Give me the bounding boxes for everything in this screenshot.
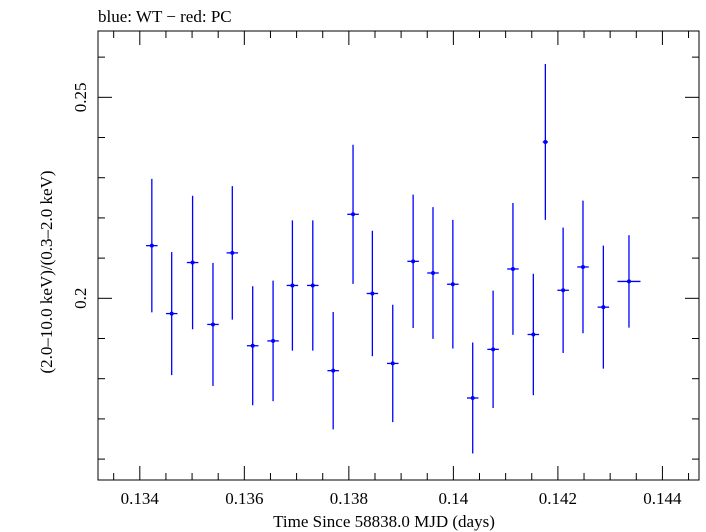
x-axis-label: Time Since 58838.0 MJD (days): [273, 512, 495, 531]
chart-title: blue: WT − red: PC: [98, 7, 232, 26]
x-tick-label: 0.142: [539, 489, 577, 508]
data-point: [146, 178, 158, 313]
data-point: [207, 262, 219, 386]
data-point: [557, 227, 569, 353]
x-tick-labels: 0.134 0.136 0.138 0.14 0.142 0.144: [121, 489, 682, 508]
axis-ticks: [98, 31, 699, 480]
x-tick-label: 0.144: [643, 489, 682, 508]
point-marker: [310, 283, 315, 288]
point-marker: [580, 264, 585, 269]
point-marker: [210, 322, 215, 327]
point-marker: [450, 282, 455, 287]
data-point: [186, 195, 199, 330]
y-tick-labels: 0.2 0.25: [71, 82, 90, 308]
data-point: [387, 304, 399, 423]
data-point: [447, 219, 459, 349]
plot-frame: [97, 30, 700, 481]
data-point: [597, 245, 610, 369]
point-marker: [149, 243, 154, 248]
data-point: [267, 280, 279, 402]
point-marker: [331, 368, 336, 373]
data-point: [427, 207, 439, 339]
point-marker: [601, 305, 606, 310]
point-marker: [351, 212, 356, 217]
x-tick-label: 0.134: [121, 489, 160, 508]
x-tick-label: 0.14: [438, 489, 468, 508]
x-tick-label: 0.136: [225, 489, 263, 508]
point-marker: [271, 338, 276, 343]
data-point: [165, 252, 178, 376]
point-marker: [190, 260, 195, 265]
point-marker: [531, 332, 536, 337]
data-point: [327, 311, 339, 430]
point-marker: [250, 343, 255, 348]
data-point: [542, 63, 548, 220]
y-axis-label: (2.0–10.0 keV)/(0.3–2.0 keV): [37, 170, 56, 373]
data-point: [527, 273, 540, 396]
point-marker: [543, 139, 548, 144]
data-point: [407, 194, 419, 329]
data-point: [577, 200, 589, 334]
data-points: [146, 63, 641, 454]
data-point: [226, 186, 239, 320]
point-marker: [169, 311, 174, 316]
y-tick-label: 0.25: [71, 82, 90, 112]
data-point: [307, 220, 319, 351]
point-marker: [561, 288, 566, 293]
point-marker: [470, 395, 475, 400]
data-point: [366, 230, 379, 357]
y-tick-label: 0.2: [71, 288, 90, 309]
data-point: [507, 203, 519, 335]
data-point: [487, 290, 499, 409]
point-marker: [411, 259, 416, 264]
x-tick-label: 0.138: [330, 489, 368, 508]
data-point: [466, 342, 479, 454]
point-marker: [510, 266, 515, 271]
point-marker: [290, 283, 295, 288]
point-marker: [491, 347, 496, 352]
data-point: [347, 144, 359, 284]
data-point: [617, 235, 641, 328]
point-marker: [230, 250, 235, 255]
data-point: [286, 220, 299, 351]
point-marker: [430, 270, 435, 275]
point-marker: [370, 291, 375, 296]
data-point: [246, 286, 259, 406]
point-marker: [626, 279, 631, 284]
point-marker: [390, 361, 395, 366]
